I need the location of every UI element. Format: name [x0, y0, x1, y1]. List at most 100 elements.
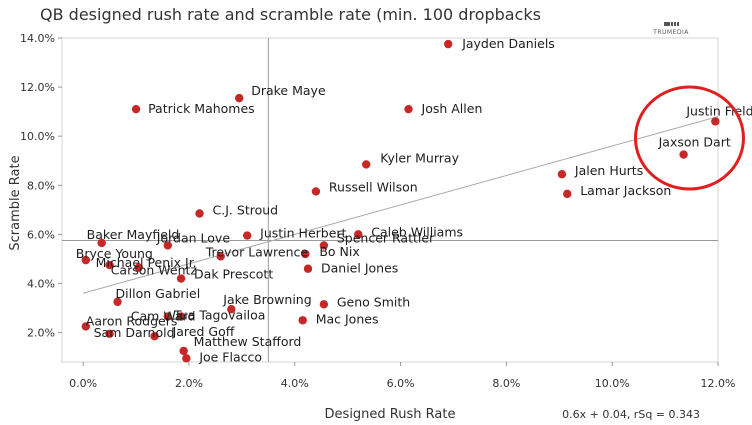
point-label: Kyler Murray — [380, 150, 459, 165]
plot-frame — [61, 37, 719, 363]
data-point — [404, 104, 413, 114]
y-tick-label: 10.0% — [20, 130, 55, 143]
logo-bar — [674, 22, 676, 26]
data-point — [557, 170, 567, 179]
x-tick-label: 12.0% — [701, 377, 736, 390]
point-label: Mac Jones — [316, 311, 379, 326]
point-label: Russell Wilson — [329, 179, 418, 194]
point-label: Jake Browning — [222, 292, 311, 307]
x-tick-label: 6.0% — [387, 377, 415, 390]
point-label: Daniel Jones — [321, 261, 398, 276]
data-point — [182, 354, 191, 363]
data-point — [354, 230, 363, 239]
data-point — [195, 209, 204, 218]
point-label: Cam Ward — [131, 309, 196, 324]
point-label: Jordan Love — [156, 230, 231, 245]
point-label: Patrick Mahomes — [148, 101, 255, 116]
point-label: Caleb Williams — [371, 224, 463, 239]
x-tick-label: 8.0% — [492, 377, 520, 390]
data-point — [176, 274, 186, 283]
point-label: Dak Prescott — [194, 267, 273, 282]
data-point — [81, 255, 91, 265]
data-point — [163, 241, 173, 250]
logo-bar — [671, 22, 673, 26]
data-point — [563, 189, 572, 199]
data-point — [242, 231, 252, 240]
point-label: Trevor Lawrence — [205, 244, 309, 259]
point-label: Matthew Stafford — [194, 334, 302, 349]
data-point — [235, 93, 244, 103]
trend-line — [83, 116, 719, 294]
point-label: Drake Maye — [251, 83, 326, 98]
highlight-ellipse — [633, 85, 745, 191]
data-point — [301, 249, 310, 259]
point-label: Jaxson Dart — [658, 135, 731, 150]
data-point — [97, 238, 106, 248]
point-label: Bo Nix — [319, 244, 359, 259]
point-label: Bryce Young — [76, 246, 153, 261]
data-point — [216, 252, 225, 261]
logo-bar — [664, 22, 670, 26]
y-tick-label: 12.0% — [20, 81, 55, 94]
logo-bar — [677, 22, 679, 26]
data-point — [361, 160, 371, 169]
logo-text: TRUMEDIA — [652, 29, 689, 36]
reference-lines — [62, 38, 718, 362]
x-tick-label: 10.0% — [595, 377, 630, 390]
x-axis-label: Designed Rush Rate — [325, 407, 456, 422]
trend-line-group — [83, 116, 719, 294]
data-point — [176, 312, 186, 321]
y-tick-label: 14.0% — [20, 32, 55, 45]
y-tick-label: 8.0% — [27, 179, 55, 192]
point-label: Justin Herbert — [259, 226, 346, 241]
data-point — [134, 263, 143, 272]
axes: 2.0% 4.0% 6.0% 8.0% 10.0% 12.0% 14.0% 0.0% 2.0% 4… — [20, 32, 735, 390]
point-label: Aaron Rodgers — [86, 313, 178, 328]
data-point — [443, 39, 453, 49]
x-tick-label: 4.0% — [281, 377, 309, 390]
point-label: Dillon Gabriel — [116, 286, 201, 301]
x-tick-label: 2.0% — [175, 377, 203, 390]
point-labels: Jayden Daniels Drake Maye Patrick Mahomes J… — [76, 36, 752, 364]
point-label: Lamar Jackson — [580, 183, 671, 198]
y-tick-label: 4.0% — [27, 277, 55, 290]
data-point — [303, 264, 313, 273]
point-label: Jared Goff — [172, 324, 235, 339]
point-label: Josh Allen — [421, 101, 483, 116]
point-label: Jalen Hurts — [574, 163, 643, 178]
data-point — [105, 329, 114, 338]
point-label: C.J. Stroud — [213, 203, 279, 218]
data-point — [163, 312, 173, 321]
chart-title: QB designed rush rate and scramble rate … — [40, 5, 541, 24]
grid — [61, 37, 719, 363]
point-label: Baker Mayfield — [87, 227, 180, 242]
highlight-group — [633, 85, 745, 191]
data-point — [179, 346, 188, 356]
point-label: Michael Penix Jr. — [96, 255, 197, 270]
data-point — [319, 241, 329, 250]
point-label: Geno Smith — [337, 294, 410, 309]
point-label: Spencer Rattler — [337, 230, 435, 245]
data-point — [150, 332, 159, 341]
data-point — [298, 316, 307, 325]
data-point — [711, 117, 720, 126]
data-point — [227, 305, 236, 314]
data-point — [679, 150, 688, 159]
data-point — [105, 260, 114, 270]
point-label: Sam Darnold — [94, 325, 175, 340]
point-label: Jayden Daniels — [461, 36, 555, 51]
trumedia-logo: TRUMEDIA — [652, 22, 689, 36]
point-label: Tua Tagovailoa — [173, 308, 265, 323]
data-point — [81, 322, 91, 331]
y-tick-label: 6.0% — [27, 228, 55, 241]
x-tick-label: 0.0% — [69, 377, 97, 390]
data-point — [131, 104, 141, 114]
point-label: Carson Wentz — [111, 263, 198, 278]
data-point — [311, 187, 321, 196]
data-points — [81, 39, 720, 363]
data-point — [319, 300, 329, 309]
point-label: Joe Flacco — [198, 349, 262, 364]
y-tick-label: 2.0% — [27, 327, 55, 340]
